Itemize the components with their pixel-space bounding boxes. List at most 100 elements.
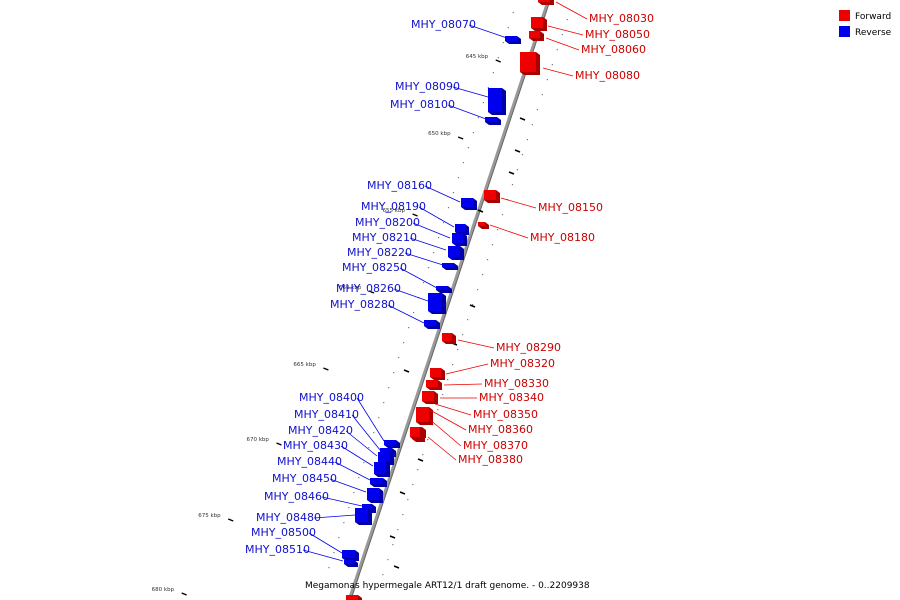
forward-gene-mhy_08050-glyph[interactable] (531, 17, 547, 31)
reverse-gene-label[interactable]: MHY_08190 (361, 200, 426, 213)
reverse-gene-leader (345, 430, 378, 457)
forward-gene-mhy_08150-glyph[interactable] (484, 190, 500, 203)
reverse-gene-label[interactable]: MHY_08440 (277, 455, 342, 468)
forward-gene-mhy_08030-glyph[interactable] (538, 0, 554, 5)
forward-gene-label[interactable]: MHY_08320 (490, 357, 555, 370)
forward-gene-mhy_08060-glyph[interactable] (529, 31, 544, 41)
reverse-gene-mhy_08090-glyph[interactable] (488, 88, 506, 115)
tick-label: 650 kbp (428, 131, 451, 137)
reverse-gene-label[interactable]: MHY_08450 (272, 472, 337, 485)
forward-gene-label[interactable]: MHY_08180 (530, 231, 595, 244)
forward-gene-leader (545, 37, 580, 51)
reverse-gene-label[interactable]: MHY_08400 (299, 391, 364, 404)
forward-gene-leader (434, 403, 472, 416)
reverse-gene-mhy_08280-glyph[interactable] (424, 320, 440, 329)
legend-forward-swatch (839, 10, 850, 21)
forward-gene-mhy_08350-glyph[interactable] (416, 407, 433, 425)
marker-dash (393, 565, 400, 569)
tick-mark (495, 59, 501, 63)
forward-gene-label[interactable]: MHY_08380 (458, 453, 523, 466)
legend-forward-label: Forward (855, 12, 891, 22)
marker-dash (469, 304, 476, 308)
reverse-gene-mhy_08420-glyph[interactable] (378, 452, 394, 465)
reverse-gene-mhy_08480-glyph[interactable] (355, 508, 372, 525)
forward-gene-label[interactable]: MHY_08370 (463, 439, 528, 452)
forward-gene-label[interactable]: MHY_08330 (484, 377, 549, 390)
reverse-gene-mhy_08450-glyph[interactable] (367, 488, 383, 503)
tick-label: 680 kbp (152, 587, 175, 593)
forward-gene-mhy_08290-glyph[interactable] (442, 333, 456, 344)
forward-gene-label[interactable]: MHY_08050 (585, 28, 650, 41)
forward-gene-label[interactable]: MHY_08030 (589, 12, 654, 25)
reverse-gene-mhy_08100-glyph[interactable] (485, 117, 501, 125)
forward-gene-mhy_08320-glyph[interactable] (430, 368, 445, 380)
reverse-gene-mhy_08260-glyph[interactable] (428, 293, 446, 314)
reverse-gene-mhy_08430-glyph[interactable] (374, 462, 390, 477)
forward-gene-mhy_08180-glyph[interactable] (478, 222, 489, 229)
forward-gene-mhy_08330-glyph[interactable] (426, 380, 442, 390)
forward-gene-leader (443, 383, 483, 386)
reverse-gene-mhy_08500-glyph[interactable] (342, 550, 359, 561)
forward-gene-label[interactable]: MHY_08290 (496, 341, 561, 354)
reverse-gene-label[interactable]: MHY_08430 (283, 439, 348, 452)
reverse-gene-mhy_08440-glyph[interactable] (370, 478, 387, 487)
reverse-gene-leader (308, 532, 343, 554)
reverse-gene-label[interactable]: MHY_08260 (336, 282, 401, 295)
legend: Forward Reverse (839, 10, 892, 38)
reverse-gene-mhy_08190-glyph[interactable] (455, 224, 469, 235)
reverse-gene-label[interactable]: MHY_08220 (347, 246, 412, 259)
reverse-gene-label[interactable]: MHY_08100 (390, 98, 455, 111)
reverse-gene-label[interactable]: MHY_08500 (251, 526, 316, 539)
genome-backbone (347, 0, 551, 600)
reverse-gene-mhy_08200-glyph[interactable] (452, 233, 467, 246)
forward-gene-fragment-glyph[interactable] (346, 595, 362, 600)
forward-gene-leader (457, 339, 495, 349)
forward-gene-label[interactable]: MHY_08080 (575, 69, 640, 82)
forward-gene-label[interactable]: MHY_08340 (479, 391, 544, 404)
forward-gene-mhy_08080-glyph[interactable] (520, 52, 540, 75)
reverse-gene-label[interactable]: MHY_08250 (342, 261, 407, 274)
reverse-gene-mhy_08400-glyph[interactable] (384, 440, 400, 448)
marker-dash (399, 491, 406, 495)
reverse-gene-label[interactable]: MHY_08420 (288, 424, 353, 437)
reverse-gene-leader (329, 478, 367, 493)
legend-reverse-swatch (839, 26, 850, 37)
forward-gene-leader (445, 363, 489, 375)
forward-gene-mhy_08340-glyph[interactable] (422, 391, 438, 404)
reverse-gene-leader (468, 24, 508, 39)
reverse-gene-label[interactable]: MHY_08510 (245, 543, 310, 556)
tick-label: 665 kbp (293, 362, 316, 368)
reverse-gene-leader (418, 206, 455, 228)
tick-label: 660 kbp (339, 285, 362, 291)
reverse-gene-label[interactable]: MHY_08090 (395, 80, 460, 93)
reverse-gene-mhy_08220-glyph[interactable] (442, 263, 458, 270)
reverse-gene-label[interactable]: MHY_08410 (294, 408, 359, 421)
reverse-gene-label[interactable]: MHY_08070 (411, 18, 476, 31)
marker-dash (417, 458, 424, 462)
forward-gene-label[interactable]: MHY_08350 (473, 408, 538, 421)
reverse-gene-label[interactable]: MHY_08460 (264, 490, 329, 503)
forward-gene-label[interactable]: MHY_08150 (538, 201, 603, 214)
reverse-gene-mhy_08160-glyph[interactable] (461, 198, 477, 210)
reverse-gene-label[interactable]: MHY_08200 (355, 216, 420, 229)
marker-dash (403, 369, 410, 373)
reverse-gene-mhy_08250-glyph[interactable] (436, 286, 452, 293)
reverse-gene-label[interactable]: MHY_08160 (367, 179, 432, 192)
tick-label: 670 kbp (246, 437, 269, 443)
forward-gene-mhy_08380-glyph[interactable] (410, 427, 424, 440)
marker-dash (477, 209, 484, 213)
reverse-gene-mhy_08510-glyph[interactable] (344, 560, 358, 567)
legend-reverse-label: Reverse (855, 28, 892, 38)
reverse-gene-leader (321, 496, 363, 507)
forward-gene-leader (427, 417, 462, 447)
marker-dash (508, 171, 515, 175)
reverse-gene-mhy_08070-glyph[interactable] (505, 36, 521, 44)
forward-gene-label[interactable]: MHY_08060 (581, 43, 646, 56)
reverse-gene-label[interactable]: MHY_08480 (256, 511, 321, 524)
reverse-gene-label[interactable]: MHY_08280 (330, 298, 395, 311)
forward-gene-label[interactable]: MHY_08360 (468, 423, 533, 436)
tick-mark (276, 442, 282, 446)
reverse-gene-mhy_08210-glyph[interactable] (448, 246, 464, 260)
reverse-gene-label[interactable]: MHY_08210 (352, 231, 417, 244)
